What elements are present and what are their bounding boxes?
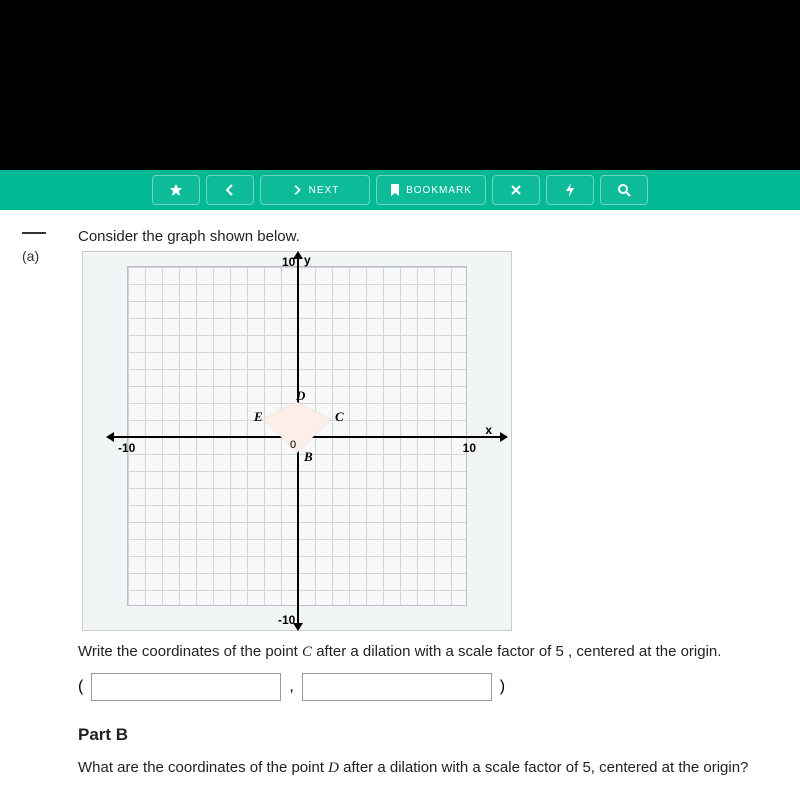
answer-row: ( , ): [78, 673, 778, 701]
y-min-label: -10: [278, 613, 295, 627]
prev-button[interactable]: [206, 175, 254, 205]
graph: 10 y -10 -10 10 x D C B E 0: [82, 251, 512, 631]
bookmark-label: BOOKMARK: [406, 185, 472, 196]
part-a-column: (a): [22, 228, 60, 779]
label-B: B: [304, 449, 313, 465]
close-button[interactable]: [492, 175, 540, 205]
star-icon: [169, 183, 183, 197]
y-coordinate-input[interactable]: [302, 673, 492, 701]
label-E: E: [254, 409, 263, 425]
part-a-label: (a): [22, 248, 60, 264]
next-button[interactable]: NEXT: [260, 175, 370, 205]
tools-button[interactable]: [546, 175, 594, 205]
label-D: D: [296, 388, 305, 404]
dilation-prompt: Write the coordinates of the point C aft…: [78, 641, 778, 663]
close-icon: [510, 184, 522, 196]
part-b-text: What are the coordinates of the point D …: [78, 757, 778, 779]
prompt-text: Consider the graph shown below.: [78, 228, 778, 245]
x-coordinate-input[interactable]: [91, 673, 281, 701]
toolbar: NEXT BOOKMARK: [0, 170, 800, 210]
bookmark-button[interactable]: BOOKMARK: [376, 175, 486, 205]
part-marker: [22, 232, 46, 234]
search-icon: [617, 183, 631, 197]
label-C: C: [335, 409, 344, 425]
close-paren: ): [500, 678, 505, 696]
question-content: (a) Consider the graph shown below. 10 y…: [0, 210, 800, 800]
chevron-left-icon: [223, 183, 237, 197]
next-label: NEXT: [309, 185, 340, 196]
y-axis-name: y: [304, 253, 311, 267]
part-b-title: Part B: [78, 725, 778, 745]
x-axis-name: x: [485, 423, 492, 437]
open-paren: (: [78, 678, 83, 696]
nav-button[interactable]: [152, 175, 200, 205]
comma: ,: [289, 678, 293, 696]
bookmark-icon: [390, 184, 400, 196]
rhombus-shape: [127, 266, 467, 606]
chevron-right-icon: [291, 184, 303, 196]
lightning-icon: [564, 183, 576, 197]
search-button[interactable]: [600, 175, 648, 205]
